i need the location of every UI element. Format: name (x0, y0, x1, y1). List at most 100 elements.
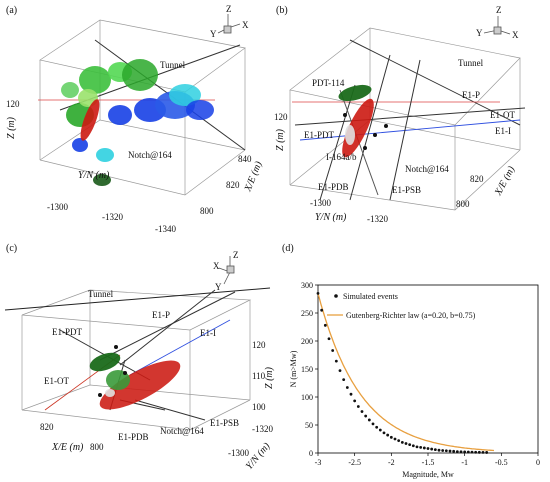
gr-law-line (317, 293, 495, 452)
panel-c-events (89, 345, 181, 410)
panel-c-z-tick-110: 110 (252, 371, 266, 381)
panel-a-y-title: Y/N (m) (78, 170, 110, 181)
panel-c-label: (c) (6, 243, 17, 254)
panel-b-z-title: Z (m) (275, 128, 286, 151)
panel-b-y-tick-1300: -1300 (310, 198, 331, 208)
y-tick-label: 250 (301, 309, 313, 318)
panel-c-e1psb-label: E1-PSB (210, 418, 239, 428)
simulated-event-point (463, 450, 467, 454)
simulated-event-point (466, 450, 470, 454)
panel-c-x-tick-820: 820 (40, 422, 54, 432)
simulated-event-point (470, 450, 474, 454)
panel-a-triad (217, 14, 241, 34)
y-axis-title: N (m>Mw) (289, 350, 298, 387)
gr-chart: -3 -2.5 -2 -1.5 -1 -0.5 0 0 50 100 150 200 250 300 Mag… (289, 281, 540, 479)
simulated-event-point (437, 448, 441, 452)
simulated-event-point (389, 435, 393, 439)
panel-a-x-tick-840: 840 (238, 154, 252, 164)
simulated-event-point (455, 450, 459, 453)
simulated-event-point (393, 437, 397, 441)
simulated-event-point (323, 323, 327, 327)
simulated-event-point (378, 428, 382, 432)
simulated-event-point (477, 450, 481, 454)
simulated-event-point (411, 444, 415, 448)
simulated-event-point (408, 443, 412, 446)
simulated-event-point (360, 410, 364, 413)
panel-a-notch-label: Notch@164 (128, 150, 172, 160)
simulated-event-point (338, 369, 342, 373)
panel-b-e1psb-label: E1-PSB (392, 185, 421, 195)
panel-c-triad-y: Y (215, 282, 222, 292)
panel-b-notch-label: Notch@164 (405, 164, 449, 174)
simulated-event-point (441, 449, 445, 452)
simulated-event-point (481, 450, 485, 454)
panel-a-y-tick-1320: -1320 (102, 212, 123, 222)
simulated-event-point (316, 292, 320, 295)
x-tick-label: -3 (315, 458, 322, 467)
panel-a-label: (a) (6, 5, 17, 16)
panel-a-tunnel-label: Tunnel (160, 60, 186, 70)
simulated-event-point (375, 425, 379, 429)
panel-a-x-tick-820: 820 (226, 180, 240, 190)
simulated-event-point (342, 378, 346, 382)
x-tick-label: 0 (536, 458, 540, 467)
panel-a-y-tick-1300: -1300 (47, 202, 68, 212)
x-tick-label: -1 (461, 458, 468, 467)
simulated-event-point (485, 451, 489, 454)
panel-d-label: (d) (282, 243, 294, 254)
x-axis-title: Magnitude, Mw (402, 470, 454, 479)
simulated-event-point (349, 392, 353, 396)
panel-a-z-title: Z (m) (6, 116, 17, 139)
simulated-event-point (415, 445, 419, 449)
panel-b-e1pdb-label: E1-PDB (318, 182, 349, 192)
panel-b-triad-y: Y (476, 28, 483, 38)
simulated-event-point (331, 349, 335, 352)
panel-b-label: (b) (276, 5, 288, 16)
y-tick-label: 0 (309, 449, 313, 458)
panel-b-e1p-label: E1-P (462, 90, 480, 100)
panel-a-y-tick-1340: -1340 (155, 224, 176, 234)
y-tick-label: 300 (301, 281, 313, 290)
simulated-event-point (353, 399, 357, 403)
panel-c-e1pdb-label: E1-PDB (118, 432, 149, 442)
simulated-event-point (433, 448, 437, 452)
panel-a-triad-z: Z (226, 4, 232, 14)
y-tick-label: 50 (305, 421, 313, 430)
simulated-event-point (400, 440, 404, 444)
panel-c-triad-z: Z (233, 250, 239, 260)
panel-c-z-tick-100: 100 (252, 402, 266, 412)
panel-c-z-title: Z (m) (264, 366, 275, 389)
legend-points-label: Simulated events (343, 292, 398, 301)
simulated-event-point (422, 446, 426, 450)
panel-c-e1ot-label: E1-OT (44, 376, 69, 386)
panel-b-e1ot-label: E1-OT (490, 110, 515, 120)
simulated-event-point (474, 450, 478, 454)
simulated-event-point (397, 439, 401, 443)
panel-b-triad (483, 16, 511, 35)
x-tick-label: -0.5 (495, 458, 508, 467)
panel-b-pdt114-label: PDT-114 (312, 78, 345, 88)
panel-b-events (338, 84, 388, 158)
panel-c-z-tick-120: 120 (252, 340, 266, 350)
simulated-event-point (430, 447, 434, 451)
y-tick-label: 200 (301, 337, 313, 346)
panel-c-x-tick-800: 800 (90, 442, 104, 452)
panel-b-tunnel-label: Tunnel (458, 58, 484, 68)
panel-a-x-title: X/E (m) (242, 159, 265, 194)
panel-b: (b) Tunnel (274, 5, 526, 224)
x-tick-label: -2.5 (348, 458, 361, 467)
simulated-event-point (459, 450, 463, 454)
x-tick-label: -1.5 (422, 458, 435, 467)
panel-c-y-tick-1320: -1320 (252, 424, 273, 434)
y-tick-label: 150 (301, 365, 313, 374)
panel-b-x-tick-800: 800 (456, 199, 470, 209)
simulated-event-point (382, 431, 386, 435)
simulated-event-point (356, 405, 360, 408)
simulated-event-point (345, 386, 349, 389)
panel-c: (c) T (4, 243, 275, 472)
simulated-event-point (364, 414, 368, 418)
y-tick-label: 100 (301, 393, 313, 402)
panel-a: (a) (6, 4, 265, 234)
panel-a-events (61, 59, 214, 186)
